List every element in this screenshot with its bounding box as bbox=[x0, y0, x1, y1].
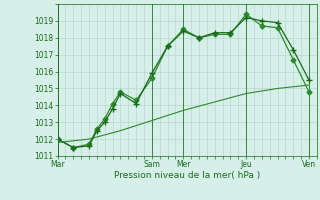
X-axis label: Pression niveau de la mer( hPa ): Pression niveau de la mer( hPa ) bbox=[114, 171, 260, 180]
